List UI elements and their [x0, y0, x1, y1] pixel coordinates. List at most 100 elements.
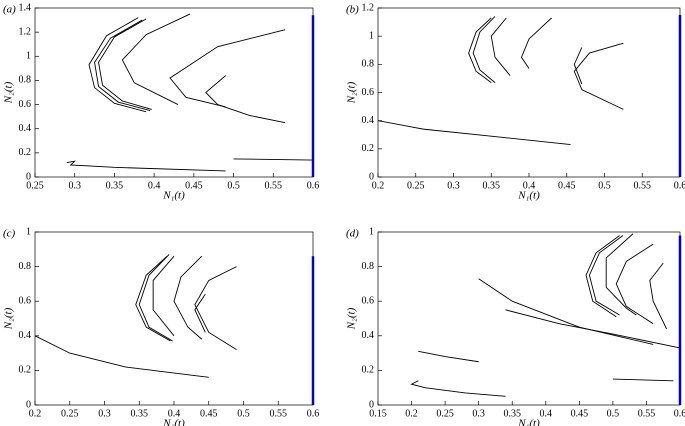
- axes-frame: [34, 231, 314, 406]
- curve: [94, 19, 151, 112]
- curve: [649, 262, 667, 330]
- y-axis-label: N₂(t): [346, 307, 358, 330]
- x-tick-label: 0.3: [98, 408, 111, 419]
- y-tick-label: 0.6: [19, 295, 32, 306]
- curve: [472, 16, 496, 83]
- curve: [66, 160, 226, 172]
- curve: [418, 350, 479, 363]
- curve: [233, 158, 314, 161]
- panel-label: (b): [346, 4, 359, 16]
- curve: [520, 17, 552, 69]
- y-tick-label: 0.8: [19, 75, 32, 86]
- x-tick-label: 0.3: [472, 408, 485, 419]
- x-axis-label: N₁(t): [162, 190, 185, 202]
- x-tick-label: 0.5: [227, 180, 240, 191]
- panel-label: (c): [3, 228, 16, 240]
- x-tick-label: 0.3: [68, 180, 81, 191]
- x-tick-label: 0.55: [270, 408, 288, 419]
- y-tick-label: 0: [369, 171, 374, 182]
- y-tick-label: 0.8: [362, 59, 375, 70]
- curve: [490, 17, 511, 76]
- curve: [612, 378, 674, 382]
- x-tick-label: 0.25: [407, 180, 425, 191]
- curve: [605, 233, 637, 316]
- x-tick-label: 0.6: [674, 408, 685, 419]
- y-tick-label: 1: [369, 226, 374, 237]
- x-axis-label: N₁(t): [517, 190, 540, 202]
- curve: [88, 17, 147, 113]
- y-tick-label: 0: [369, 399, 374, 410]
- curve: [98, 18, 152, 110]
- x-tick-label: 0.2: [29, 408, 42, 419]
- x-tick-label: 0.35: [106, 180, 124, 191]
- curve: [152, 255, 175, 337]
- x-axis-label: N₁(t): [162, 418, 185, 426]
- panel-label: (d): [346, 228, 359, 240]
- curve: [573, 47, 583, 85]
- curve: [34, 335, 209, 378]
- x-tick-label: 0.5: [598, 180, 611, 191]
- curve: [194, 294, 206, 333]
- x-axis-label: N₁(t): [517, 418, 540, 426]
- x-tick-label: 0.6: [307, 408, 320, 419]
- x-tick-label: 0.35: [503, 408, 521, 419]
- y-tick-label: 1.4: [19, 2, 32, 13]
- y-tick-label: 1: [369, 30, 374, 41]
- curve: [121, 13, 191, 105]
- y-tick-label: 0: [26, 399, 31, 410]
- x-tick-label: 0.4: [523, 180, 536, 191]
- curve: [194, 266, 237, 351]
- curve: [135, 255, 171, 342]
- curve: [169, 29, 286, 108]
- curve: [468, 17, 492, 84]
- y-tick-label: 0.2: [362, 143, 375, 154]
- y-tick-label: 1.2: [362, 2, 375, 13]
- x-tick-label: 0.4: [540, 408, 553, 419]
- x-tick-label: 0.45: [571, 408, 589, 419]
- curve: [615, 243, 654, 325]
- curve: [410, 380, 506, 397]
- x-tick-label: 0.2: [405, 408, 418, 419]
- y-tick-label: 0.6: [19, 99, 32, 110]
- x-tick-label: 0.2: [372, 180, 385, 191]
- y-tick-label: 0.8: [362, 261, 375, 272]
- x-tick-label: 0.55: [634, 180, 652, 191]
- y-tick-label: 0.2: [19, 365, 32, 376]
- x-tick-label: 0.45: [185, 180, 203, 191]
- curve: [573, 42, 624, 110]
- y-tick-label: 0.4: [19, 123, 32, 134]
- x-tick-label: 0.3: [447, 180, 460, 191]
- x-tick-label: 0.45: [200, 408, 218, 419]
- x-tick-label: 0.6: [674, 180, 685, 191]
- x-tick-label: 0.25: [61, 408, 79, 419]
- curve: [588, 235, 624, 316]
- axes-frame: [377, 7, 681, 178]
- axes-frame: [377, 231, 681, 406]
- y-tick-label: 0.8: [19, 261, 32, 272]
- y-tick-label: 0.6: [362, 87, 375, 98]
- y-tick-label: 1.2: [19, 26, 32, 37]
- curve: [478, 278, 654, 345]
- panel-label: (a): [3, 4, 16, 16]
- x-tick-label: 0.35: [483, 180, 501, 191]
- x-tick-label: 0.6: [307, 180, 320, 191]
- x-tick-label: 0.15: [369, 408, 387, 419]
- y-tick-label: 0.4: [362, 330, 375, 341]
- y-tick-label: 0.2: [362, 365, 375, 376]
- x-tick-label: 0.35: [131, 408, 149, 419]
- y-tick-label: 0.4: [19, 330, 32, 341]
- x-tick-label: 0.5: [237, 408, 250, 419]
- y-axis-label: N₂(t): [3, 81, 15, 104]
- x-tick-label: 0.25: [26, 180, 44, 191]
- x-tick-label: 0.4: [168, 408, 181, 419]
- x-tick-label: 0.55: [265, 180, 283, 191]
- x-tick-label: 0.55: [638, 408, 656, 419]
- y-tick-label: 1: [26, 51, 31, 62]
- y-tick-label: 0.4: [362, 115, 375, 126]
- y-tick-label: 1: [26, 226, 31, 237]
- curve: [205, 75, 286, 124]
- y-tick-label: 0: [26, 171, 31, 182]
- y-axis-label: N₂(t): [346, 81, 358, 104]
- y-tick-label: 0.6: [362, 295, 375, 306]
